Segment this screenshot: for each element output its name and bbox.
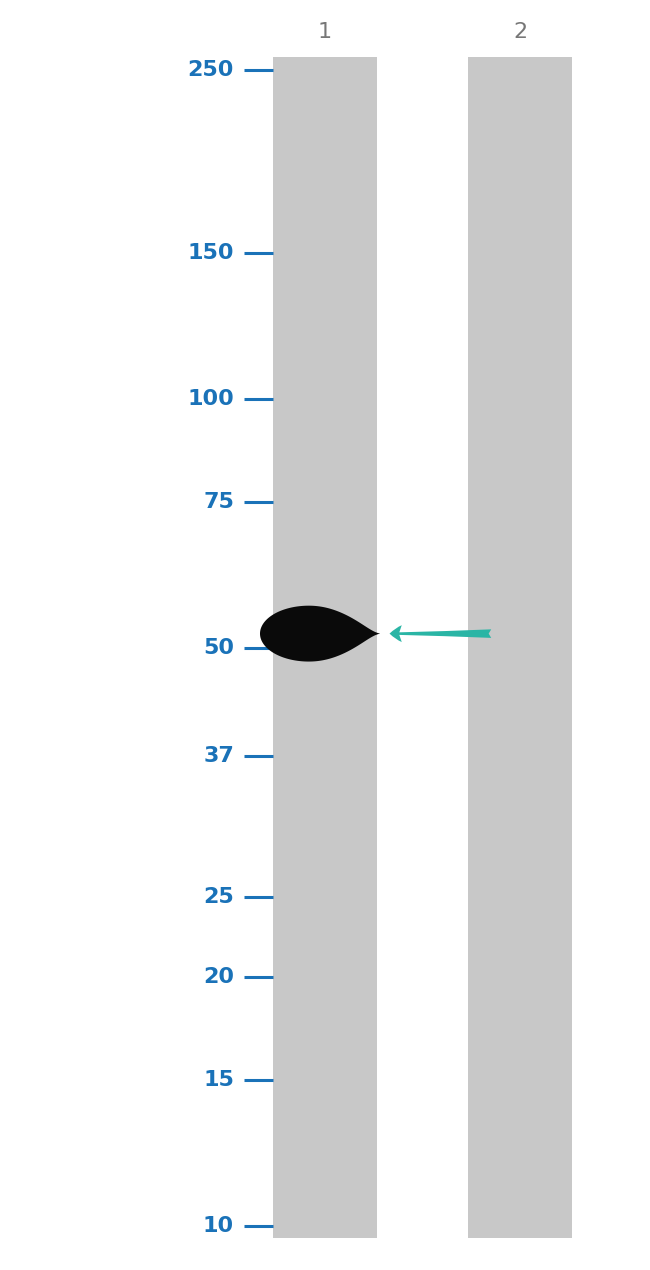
Polygon shape bbox=[260, 606, 380, 662]
Text: 2: 2 bbox=[513, 22, 527, 42]
Text: 250: 250 bbox=[188, 60, 234, 80]
Text: 100: 100 bbox=[187, 389, 234, 409]
Text: 150: 150 bbox=[187, 244, 234, 263]
Text: 50: 50 bbox=[203, 638, 234, 658]
Text: 15: 15 bbox=[203, 1069, 234, 1090]
Text: 37: 37 bbox=[203, 745, 234, 766]
Text: 10: 10 bbox=[203, 1215, 234, 1236]
Bar bbox=[273, 57, 377, 1238]
Text: 75: 75 bbox=[203, 491, 234, 512]
Text: 20: 20 bbox=[203, 966, 234, 987]
Text: 1: 1 bbox=[318, 22, 332, 42]
Bar bbox=[468, 57, 572, 1238]
Text: 25: 25 bbox=[203, 886, 234, 907]
